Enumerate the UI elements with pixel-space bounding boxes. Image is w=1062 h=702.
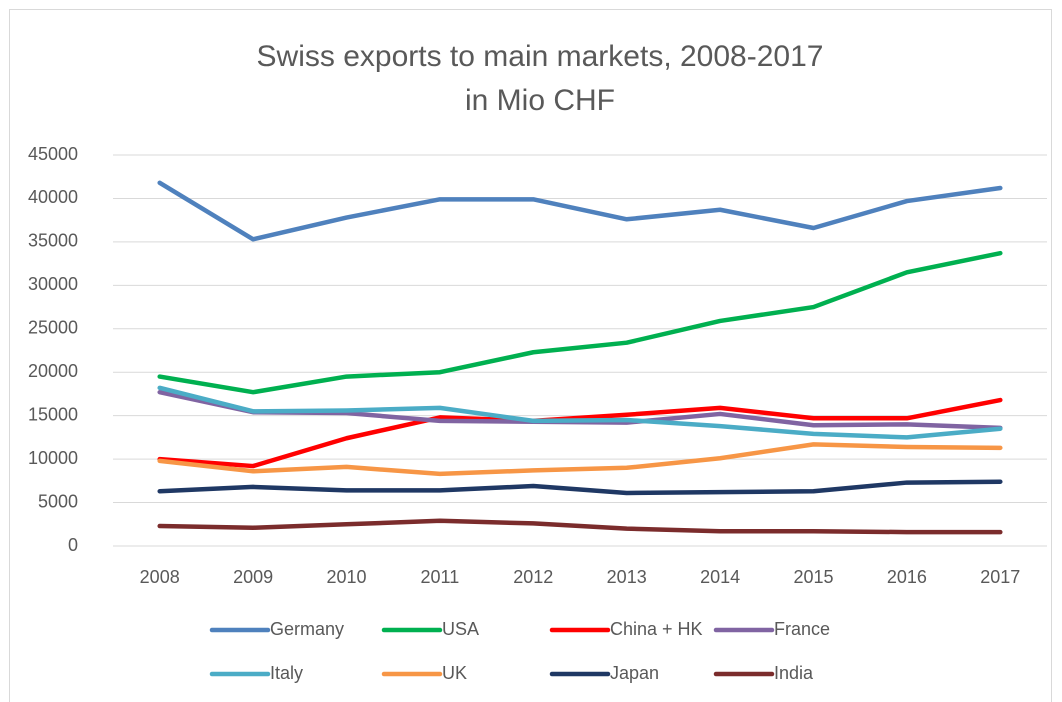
y-tick-label: 0 [68, 535, 78, 555]
legend-label: Japan [610, 663, 659, 683]
y-tick-label: 25000 [28, 318, 78, 338]
y-tick-label: 30000 [28, 274, 78, 294]
x-tick-label: 2013 [607, 567, 647, 587]
chart-frame [9, 9, 1052, 702]
y-tick-label: 45000 [28, 144, 78, 164]
x-tick-label: 2015 [793, 567, 833, 587]
x-tick-label: 2009 [233, 567, 273, 587]
x-tick-label: 2016 [887, 567, 927, 587]
legend-label: Italy [270, 663, 303, 683]
legend-label: Germany [270, 619, 344, 639]
series-line [157, 385, 1003, 440]
y-tick-label: 40000 [28, 187, 78, 207]
y-tick-label: 35000 [28, 231, 78, 251]
x-tick-label: 2011 [421, 567, 460, 587]
legend-label: USA [442, 619, 479, 639]
x-tick-label: 2014 [700, 567, 740, 587]
y-tick-label: 20000 [28, 361, 78, 381]
x-tick-label: 2012 [513, 567, 553, 587]
y-tick-label: 15000 [28, 404, 78, 424]
x-tick-label: 2017 [980, 567, 1020, 587]
legend-label: UK [442, 663, 467, 683]
chart-title: Swiss exports to main markets, 2008-2017 [257, 40, 824, 73]
series-line [157, 479, 1003, 496]
series-line [157, 397, 1003, 469]
x-tick-label: 2010 [326, 567, 366, 587]
legend-label: India [774, 663, 814, 683]
y-tick-label: 5000 [38, 491, 78, 511]
series-line [157, 250, 1003, 395]
series-line [157, 518, 1003, 535]
y-tick-label: 10000 [28, 448, 78, 468]
series-line [157, 442, 1003, 477]
x-tick-label: 2008 [140, 567, 180, 587]
chart-subtitle: in Mio CHF [465, 84, 615, 117]
legend-label: France [774, 619, 830, 639]
legend-label: China + HK [610, 619, 703, 639]
series-line [157, 180, 1003, 242]
